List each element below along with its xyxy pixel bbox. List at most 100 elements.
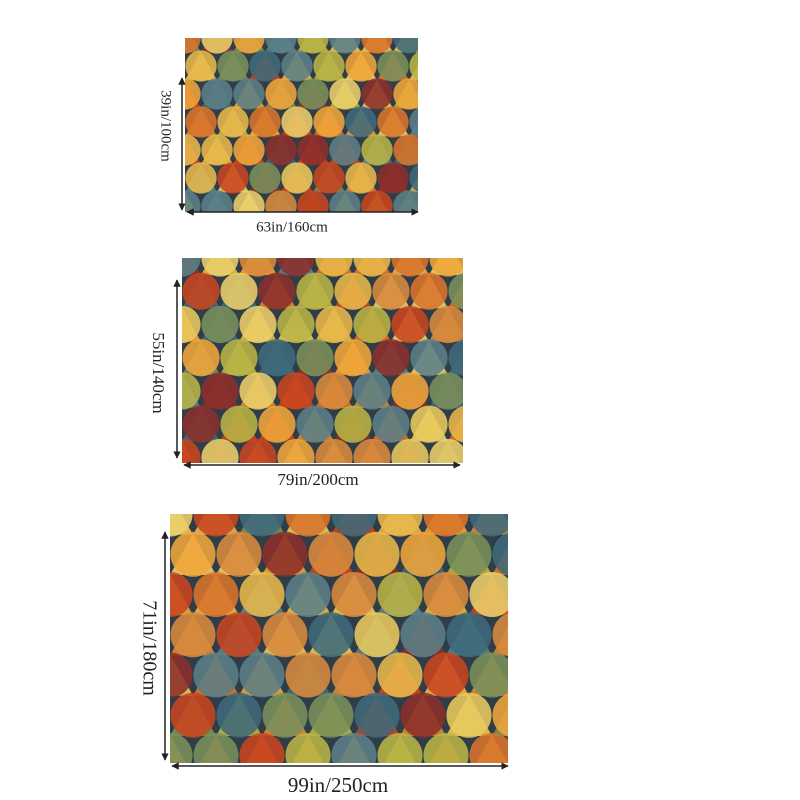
width-label: 63in/160cm	[256, 219, 328, 235]
circle	[446, 531, 492, 577]
circle	[185, 134, 201, 166]
circle	[265, 190, 297, 212]
circle	[170, 692, 216, 738]
circle	[170, 612, 216, 658]
circle	[353, 372, 391, 410]
circle	[425, 22, 456, 53]
circle	[446, 692, 492, 738]
triangle	[467, 241, 505, 275]
circle	[354, 612, 400, 658]
triangle	[467, 374, 505, 408]
triangle	[400, 775, 446, 800]
circle	[285, 514, 331, 537]
circle	[258, 272, 296, 310]
circle	[258, 405, 296, 443]
circle	[538, 693, 583, 738]
circle	[409, 107, 418, 137]
circle	[377, 0, 408, 26]
circle	[101, 491, 146, 536]
circle	[170, 732, 193, 763]
triangle	[425, 80, 457, 109]
circle	[216, 773, 261, 800]
circle	[353, 258, 391, 277]
circle	[220, 339, 258, 377]
triangle	[153, 0, 185, 24]
triangle	[101, 735, 147, 776]
circle	[193, 732, 239, 763]
triangle	[441, 164, 473, 193]
circle	[233, 134, 265, 166]
triangle	[144, 474, 182, 508]
circle	[486, 472, 523, 509]
circle	[201, 190, 233, 212]
triangle	[372, 208, 410, 242]
circle	[492, 532, 508, 576]
circle	[170, 773, 215, 800]
triangle	[486, 407, 524, 441]
circle	[423, 732, 469, 763]
triangle	[515, 735, 561, 776]
triangle	[124, 453, 170, 494]
circle	[239, 732, 285, 763]
circle	[469, 571, 508, 618]
circle	[201, 134, 233, 166]
circle	[409, 163, 418, 193]
circle	[124, 451, 169, 496]
circle	[538, 532, 583, 577]
triangle	[144, 208, 182, 242]
circle	[182, 272, 220, 310]
circle	[441, 218, 472, 249]
triangle	[492, 775, 538, 800]
triangle	[448, 208, 486, 242]
circle	[285, 652, 331, 698]
triangle	[372, 474, 410, 508]
triangle	[220, 474, 258, 508]
circle	[281, 106, 313, 138]
circle	[277, 305, 315, 344]
circle	[170, 571, 193, 618]
tapestry	[125, 206, 524, 509]
triangle	[467, 440, 505, 474]
circle	[429, 305, 463, 344]
width-label: 79in/200cm	[277, 470, 358, 489]
circle	[185, 218, 216, 249]
circle	[423, 571, 469, 618]
circle	[239, 305, 277, 344]
circle	[372, 472, 409, 509]
circle	[441, 50, 472, 81]
circle	[410, 405, 448, 443]
triangle	[538, 695, 584, 736]
circle	[331, 652, 377, 698]
triangle	[170, 775, 216, 800]
circle	[372, 339, 410, 377]
triangle	[425, 136, 457, 165]
circle	[262, 612, 308, 658]
triangle	[137, 24, 169, 53]
circle	[217, 218, 248, 249]
circle	[329, 38, 361, 54]
circle	[281, 162, 313, 194]
circle	[313, 0, 344, 26]
triangle	[446, 775, 492, 800]
circle	[297, 134, 329, 166]
circle	[467, 439, 504, 476]
triangle	[124, 695, 170, 736]
circle	[201, 305, 239, 344]
circle	[423, 652, 469, 698]
circle	[409, 0, 440, 26]
triangle	[538, 534, 584, 575]
triangle	[153, 164, 185, 193]
triangle	[486, 208, 524, 242]
circle	[353, 305, 391, 344]
triangle	[153, 220, 185, 249]
circle	[124, 532, 169, 577]
triangle	[125, 241, 163, 275]
circle	[448, 206, 485, 243]
height-label: 55in/140cm	[149, 332, 168, 413]
circle	[297, 38, 329, 54]
circle	[469, 652, 508, 698]
circle	[467, 239, 504, 276]
circle	[185, 50, 217, 82]
circle	[153, 218, 184, 249]
circle	[201, 78, 233, 110]
